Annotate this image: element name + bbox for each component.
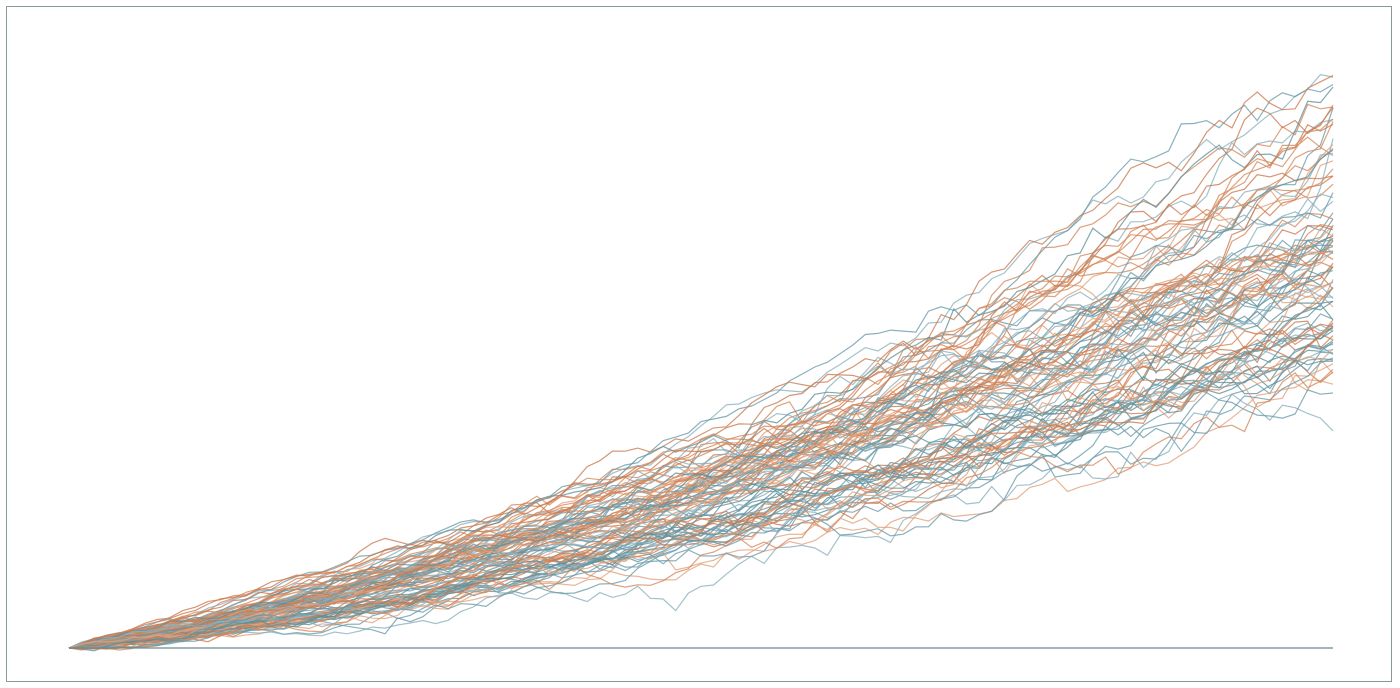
series-line-78 <box>68 281 1334 650</box>
series-line-96 <box>68 263 1334 649</box>
series-line-36 <box>68 144 1334 649</box>
series-line-50 <box>68 212 1334 649</box>
series-line-92 <box>68 118 1334 649</box>
series-line-25 <box>68 218 1334 649</box>
series-line-56 <box>68 121 1334 649</box>
series-line-88 <box>68 123 1334 649</box>
simulated-paths-chart <box>68 74 1334 652</box>
chart-frame <box>6 6 1392 682</box>
series-line-100 <box>68 323 1334 650</box>
series-line-26 <box>68 183 1334 649</box>
series-line-58 <box>68 175 1334 650</box>
series-line-74 <box>68 368 1334 651</box>
series-line-2 <box>68 136 1334 649</box>
series-line-94 <box>68 224 1334 649</box>
series-line-98 <box>68 287 1334 650</box>
series-line-99 <box>68 300 1334 652</box>
series-line-97 <box>68 313 1334 649</box>
series-layer <box>68 74 1334 652</box>
series-line-61 <box>68 83 1334 649</box>
series-line-24 <box>68 227 1334 649</box>
series-line-95 <box>68 252 1334 649</box>
series-line-59 <box>68 138 1334 649</box>
series-line-89 <box>68 323 1334 649</box>
series-line-8 <box>68 103 1334 649</box>
series-line-69 <box>68 300 1334 649</box>
series-line-44 <box>68 223 1334 649</box>
series-line-70 <box>68 253 1334 649</box>
series-line-76 <box>68 106 1334 649</box>
series-line-72 <box>68 225 1334 649</box>
series-line-80 <box>68 250 1334 649</box>
series-line-68 <box>68 104 1334 649</box>
series-line-62 <box>68 168 1334 649</box>
series-line-81 <box>68 86 1334 649</box>
series-line-23 <box>68 393 1334 649</box>
series-line-64 <box>68 75 1334 649</box>
series-line-67 <box>68 192 1334 649</box>
